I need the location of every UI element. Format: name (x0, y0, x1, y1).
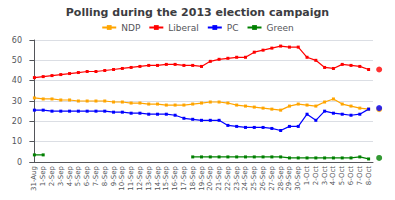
svg-text:13-Sep: 13-Sep (145, 165, 153, 190)
svg-text:22-Sep: 22-Sep (224, 165, 232, 190)
svg-text:3-Oct: 3-Oct (321, 166, 329, 186)
svg-text:14-Sep: 14-Sep (154, 165, 162, 190)
svg-text:7-Oct: 7-Oct (356, 166, 364, 186)
svg-text:0: 0 (17, 158, 22, 167)
svg-text:7-Sep: 7-Sep (92, 165, 100, 186)
svg-text:5-Sep: 5-Sep (74, 165, 82, 186)
svg-text:1-Oct: 1-Oct (303, 166, 311, 186)
svg-text:40: 40 (12, 76, 22, 85)
svg-text:1-Sep: 1-Sep (39, 165, 47, 186)
svg-text:4-Sep: 4-Sep (66, 165, 74, 186)
svg-text:6-Sep: 6-Sep (83, 165, 91, 186)
svg-text:Polling during the 2013 electi: Polling during the 2013 election campaig… (66, 6, 329, 19)
svg-text:25-Sep: 25-Sep (250, 165, 258, 190)
svg-text:30: 30 (12, 97, 22, 106)
svg-text:9-Sep: 9-Sep (110, 165, 118, 186)
svg-text:19-Sep: 19-Sep (198, 165, 206, 190)
svg-text:8-Sep: 8-Sep (101, 165, 109, 186)
svg-text:10-Sep: 10-Sep (118, 165, 126, 190)
svg-text:16-Sep: 16-Sep (171, 165, 179, 190)
svg-text:24-Sep: 24-Sep (241, 165, 249, 190)
svg-text:2-Oct: 2-Oct (312, 166, 320, 186)
svg-text:Liberal: Liberal (168, 23, 198, 33)
svg-text:PC: PC (227, 23, 239, 33)
svg-text:27-Sep: 27-Sep (268, 165, 276, 190)
svg-text:28-Sep: 28-Sep (277, 165, 285, 190)
svg-text:12-Sep: 12-Sep (136, 165, 144, 190)
svg-text:31-Aug: 31-Aug (30, 166, 38, 191)
svg-text:20-Sep: 20-Sep (206, 165, 214, 190)
svg-text:Green: Green (267, 23, 294, 33)
svg-text:26-Sep: 26-Sep (259, 165, 267, 190)
svg-text:8-Oct: 8-Oct (365, 166, 373, 186)
svg-text:60: 60 (12, 36, 22, 45)
svg-text:6-Oct: 6-Oct (347, 166, 355, 186)
svg-text:NDP: NDP (121, 23, 141, 33)
svg-text:20: 20 (12, 117, 22, 126)
svg-text:4-Oct: 4-Oct (329, 166, 337, 186)
svg-text:3-Sep: 3-Sep (57, 165, 65, 186)
svg-text:11-Sep: 11-Sep (127, 165, 135, 190)
svg-text:29-Sep: 29-Sep (285, 165, 293, 190)
svg-text:10: 10 (12, 137, 22, 146)
svg-text:23-Sep: 23-Sep (233, 165, 241, 190)
svg-text:5-Oct: 5-Oct (338, 166, 346, 186)
svg-text:50: 50 (12, 56, 22, 65)
svg-text:17-Sep: 17-Sep (180, 165, 188, 190)
svg-text:18-Sep: 18-Sep (189, 165, 197, 190)
svg-text:2-Sep: 2-Sep (48, 165, 56, 186)
svg-text:30-Sep: 30-Sep (294, 165, 302, 190)
svg-text:21-Sep: 21-Sep (215, 165, 223, 190)
svg-text:15-Sep: 15-Sep (162, 165, 170, 190)
